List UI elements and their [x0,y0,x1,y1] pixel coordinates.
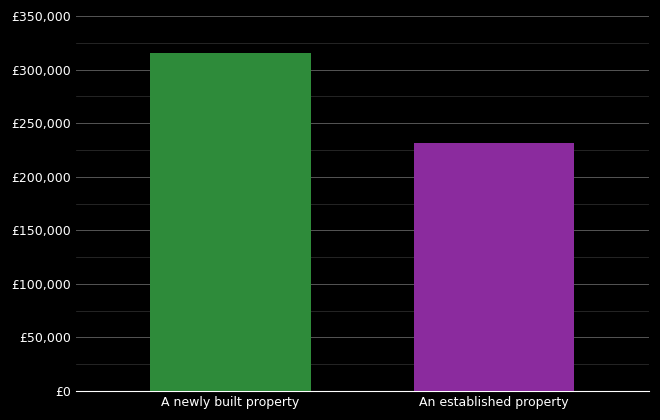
Bar [414,142,574,391]
Bar [150,52,311,391]
